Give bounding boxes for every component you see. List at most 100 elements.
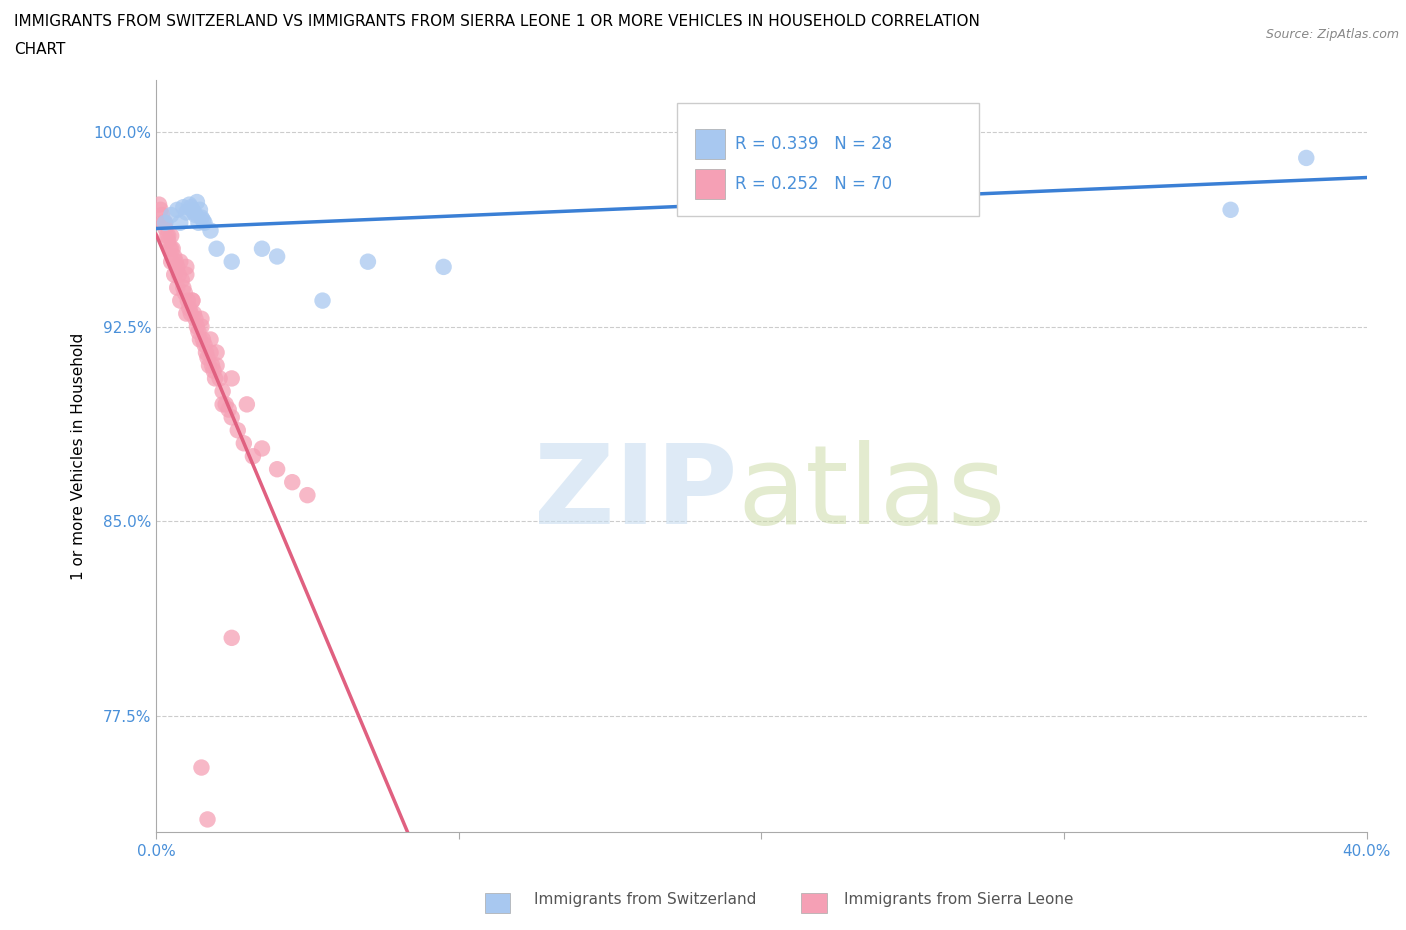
Point (172, 200, 194, 215)
Point (177, 293, 200, 308)
Point (176, 267, 198, 282)
Point (176, 205, 198, 219)
Text: R = 0.339   N = 28: R = 0.339 N = 28 (735, 135, 891, 153)
Point (176, 259, 198, 274)
Point (166, 203, 188, 218)
Point (197, 812, 219, 827)
Point (266, 462, 288, 477)
Point (311, 293, 333, 308)
Point (180, 306, 202, 321)
Point (200, 223, 222, 238)
Point (191, 213, 214, 228)
Point (236, 397, 259, 412)
Point (221, 371, 243, 386)
Point (297, 487, 319, 502)
Point (181, 293, 204, 308)
Point (1219, 203, 1241, 218)
Point (167, 267, 190, 282)
Point (751, 125, 773, 140)
Point (163, 249, 186, 264)
Point (179, 197, 201, 212)
Point (200, 332, 222, 347)
Point (281, 474, 304, 489)
Point (179, 301, 201, 316)
Point (215, 397, 238, 412)
Point (201, 358, 224, 373)
Point (187, 216, 209, 231)
Point (166, 280, 188, 295)
Point (170, 272, 193, 287)
Point (165, 254, 187, 269)
Point (198, 358, 221, 373)
Point (160, 207, 183, 222)
Point (160, 254, 183, 269)
Point (186, 319, 208, 334)
Point (190, 319, 212, 334)
Point (149, 203, 172, 218)
Text: CHART: CHART (14, 42, 66, 57)
Point (181, 203, 204, 218)
Point (200, 345, 222, 360)
Point (433, 259, 456, 274)
Point (169, 216, 191, 231)
Point (156, 228, 179, 243)
Point (193, 338, 215, 352)
Point (160, 241, 183, 256)
Point (266, 249, 288, 264)
Point (169, 254, 191, 269)
Text: R = 0.252   N = 70: R = 0.252 N = 70 (735, 175, 891, 193)
Point (202, 364, 225, 379)
Point (180, 200, 202, 215)
Point (211, 384, 233, 399)
Point (157, 233, 180, 248)
Point (250, 441, 273, 456)
Point (183, 205, 205, 219)
Point (184, 207, 207, 222)
Point (159, 241, 181, 256)
Point (169, 293, 191, 308)
Point (160, 228, 183, 243)
Point (204, 371, 226, 386)
Point (211, 397, 233, 412)
Text: IMMIGRANTS FROM SWITZERLAND VS IMMIGRANTS FROM SIERRA LEONE 1 OR MORE VEHICLES I: IMMIGRANTS FROM SWITZERLAND VS IMMIGRANT… (14, 14, 980, 29)
Point (205, 241, 228, 256)
Point (163, 267, 186, 282)
Point (190, 210, 212, 225)
Point (195, 345, 218, 360)
Point (242, 449, 264, 464)
Point (221, 254, 243, 269)
Point (188, 203, 211, 218)
Text: Immigrants from Sierra Leone: Immigrants from Sierra Leone (844, 892, 1073, 907)
Point (176, 306, 198, 321)
Y-axis label: 1 or more Vehicles in Household: 1 or more Vehicles in Household (72, 333, 86, 580)
Point (153, 220, 176, 235)
Point (153, 216, 176, 231)
Point (190, 312, 212, 326)
Point (172, 280, 194, 295)
Point (357, 254, 380, 269)
Point (218, 402, 240, 417)
Point (181, 293, 204, 308)
Point (152, 216, 174, 231)
FancyBboxPatch shape (676, 102, 980, 216)
Bar (695, 129, 725, 159)
Point (186, 194, 208, 209)
Point (208, 371, 231, 386)
Text: atlas: atlas (737, 441, 1005, 548)
Point (205, 358, 228, 373)
Point (205, 345, 228, 360)
Point (193, 216, 215, 231)
Point (162, 241, 184, 256)
Text: ZIP: ZIP (534, 441, 737, 548)
Point (153, 216, 176, 231)
Point (191, 332, 214, 347)
Point (1295, 151, 1317, 166)
Point (232, 436, 254, 451)
Point (183, 306, 205, 321)
Point (221, 631, 243, 645)
Text: Source: ZipAtlas.com: Source: ZipAtlas.com (1265, 28, 1399, 41)
Point (173, 286, 195, 300)
Point (187, 325, 209, 339)
Bar (695, 169, 725, 199)
Text: Immigrants from Switzerland: Immigrants from Switzerland (534, 892, 756, 907)
